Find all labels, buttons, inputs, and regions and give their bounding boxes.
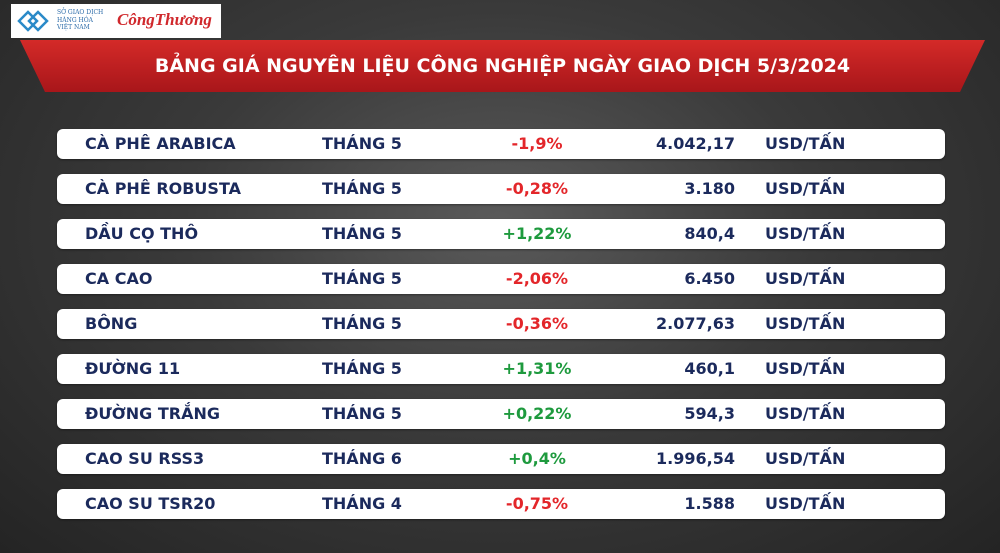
logo-icon [17, 10, 49, 32]
change: +1,22% [502, 224, 572, 243]
price: 1.588 [684, 494, 735, 513]
price: 3.180 [684, 179, 735, 198]
unit: USD/TẤN [765, 404, 846, 423]
unit: USD/TẤN [765, 494, 846, 513]
contract-month: THÁNG 4 [322, 494, 402, 513]
price: 2.077,63 [656, 314, 735, 333]
logo-paper: CôngThương [117, 10, 212, 29]
table-row: DẦU CỌ THÔ THÁNG 5 +1,22% 840,4 USD/TẤN [57, 219, 945, 249]
change: -0,75% [505, 494, 569, 513]
logo-line: HÀNG HÓA [57, 16, 93, 24]
table-row: ĐƯỜNG TRẮNG THÁNG 5 +0,22% 594,3 USD/TẤN [57, 399, 945, 429]
price: 1.996,54 [656, 449, 735, 468]
unit: USD/TẤN [765, 224, 846, 243]
table-row: CÀ PHÊ ROBUSTA THÁNG 5 -0,28% 3.180 USD/TẤN [57, 174, 945, 204]
table-row: CAO SU RSS3 THÁNG 6 +0,4% 1.996,54 USD/TẤN [57, 444, 945, 474]
commodity: CÀ PHÊ ARABICA [85, 134, 236, 153]
price: 840,4 [684, 224, 735, 243]
contract-month: THÁNG 5 [322, 134, 402, 153]
change: +1,31% [502, 359, 572, 378]
commodity: ĐƯỜNG 11 [85, 359, 181, 378]
unit: USD/TẤN [765, 179, 846, 198]
table-row: CAO SU TSR20 THÁNG 4 -0,75% 1.588 USD/TẤN [57, 489, 945, 519]
table-row: ĐƯỜNG 11 THÁNG 5 +1,31% 460,1 USD/TẤN [57, 354, 945, 384]
change: -1,9% [511, 134, 563, 153]
contract-month: THÁNG 5 [322, 359, 402, 378]
logo-box: SỞ GIAO DỊCH HÀNG HÓA VIỆT NAM CôngThươn… [11, 4, 221, 38]
commodity: CAO SU TSR20 [85, 494, 216, 513]
commodity: CA CAO [85, 269, 153, 288]
contract-month: THÁNG 5 [322, 179, 402, 198]
price: 4.042,17 [656, 134, 735, 153]
price: 594,3 [684, 404, 735, 423]
price: 6.450 [684, 269, 735, 288]
unit: USD/TẤN [765, 314, 846, 333]
table-row: CÀ PHÊ ARABICA THÁNG 5 -1,9% 4.042,17 USD/TẤ… [57, 129, 945, 159]
unit: USD/TẤN [765, 134, 846, 153]
logo-line: SỞ GIAO DỊCH [57, 9, 104, 16]
logo-line: VIỆT NAM [57, 24, 90, 31]
price: 460,1 [684, 359, 735, 378]
contract-month: THÁNG 5 [322, 404, 402, 423]
commodity: CÀ PHÊ ROBUSTA [85, 179, 241, 198]
table-row: CA CAO THÁNG 5 -2,06% 6.450 USD/TẤN [57, 264, 945, 294]
change: +0,22% [502, 404, 572, 423]
contract-month: THÁNG 5 [322, 224, 402, 243]
change: -2,06% [505, 269, 569, 288]
contract-month: THÁNG 5 [322, 314, 402, 333]
change: -0,36% [505, 314, 569, 333]
unit: USD/TẤN [765, 359, 846, 378]
table-row: BÔNG THÁNG 5 -0,36% 2.077,63 USD/TẤN [57, 309, 945, 339]
commodity: DẦU CỌ THÔ [85, 224, 199, 243]
commodity: BÔNG [85, 314, 138, 333]
banner [20, 40, 985, 92]
unit: USD/TẤN [765, 269, 846, 288]
commodity: ĐƯỜNG TRẮNG [85, 404, 220, 423]
commodity: CAO SU RSS3 [85, 449, 205, 468]
unit: USD/TẤN [765, 449, 846, 468]
logo-exchange: SỞ GIAO DỊCH HÀNG HÓA VIỆT NAM [57, 9, 103, 32]
contract-month: THÁNG 5 [322, 269, 402, 288]
change: -0,28% [505, 179, 569, 198]
title: BẢNG GIÁ NGUYÊN LIỆU CÔNG NGHIỆP NGÀY GI… [154, 55, 851, 77]
contract-month: THÁNG 6 [322, 449, 402, 468]
change: +0,4% [508, 449, 566, 468]
